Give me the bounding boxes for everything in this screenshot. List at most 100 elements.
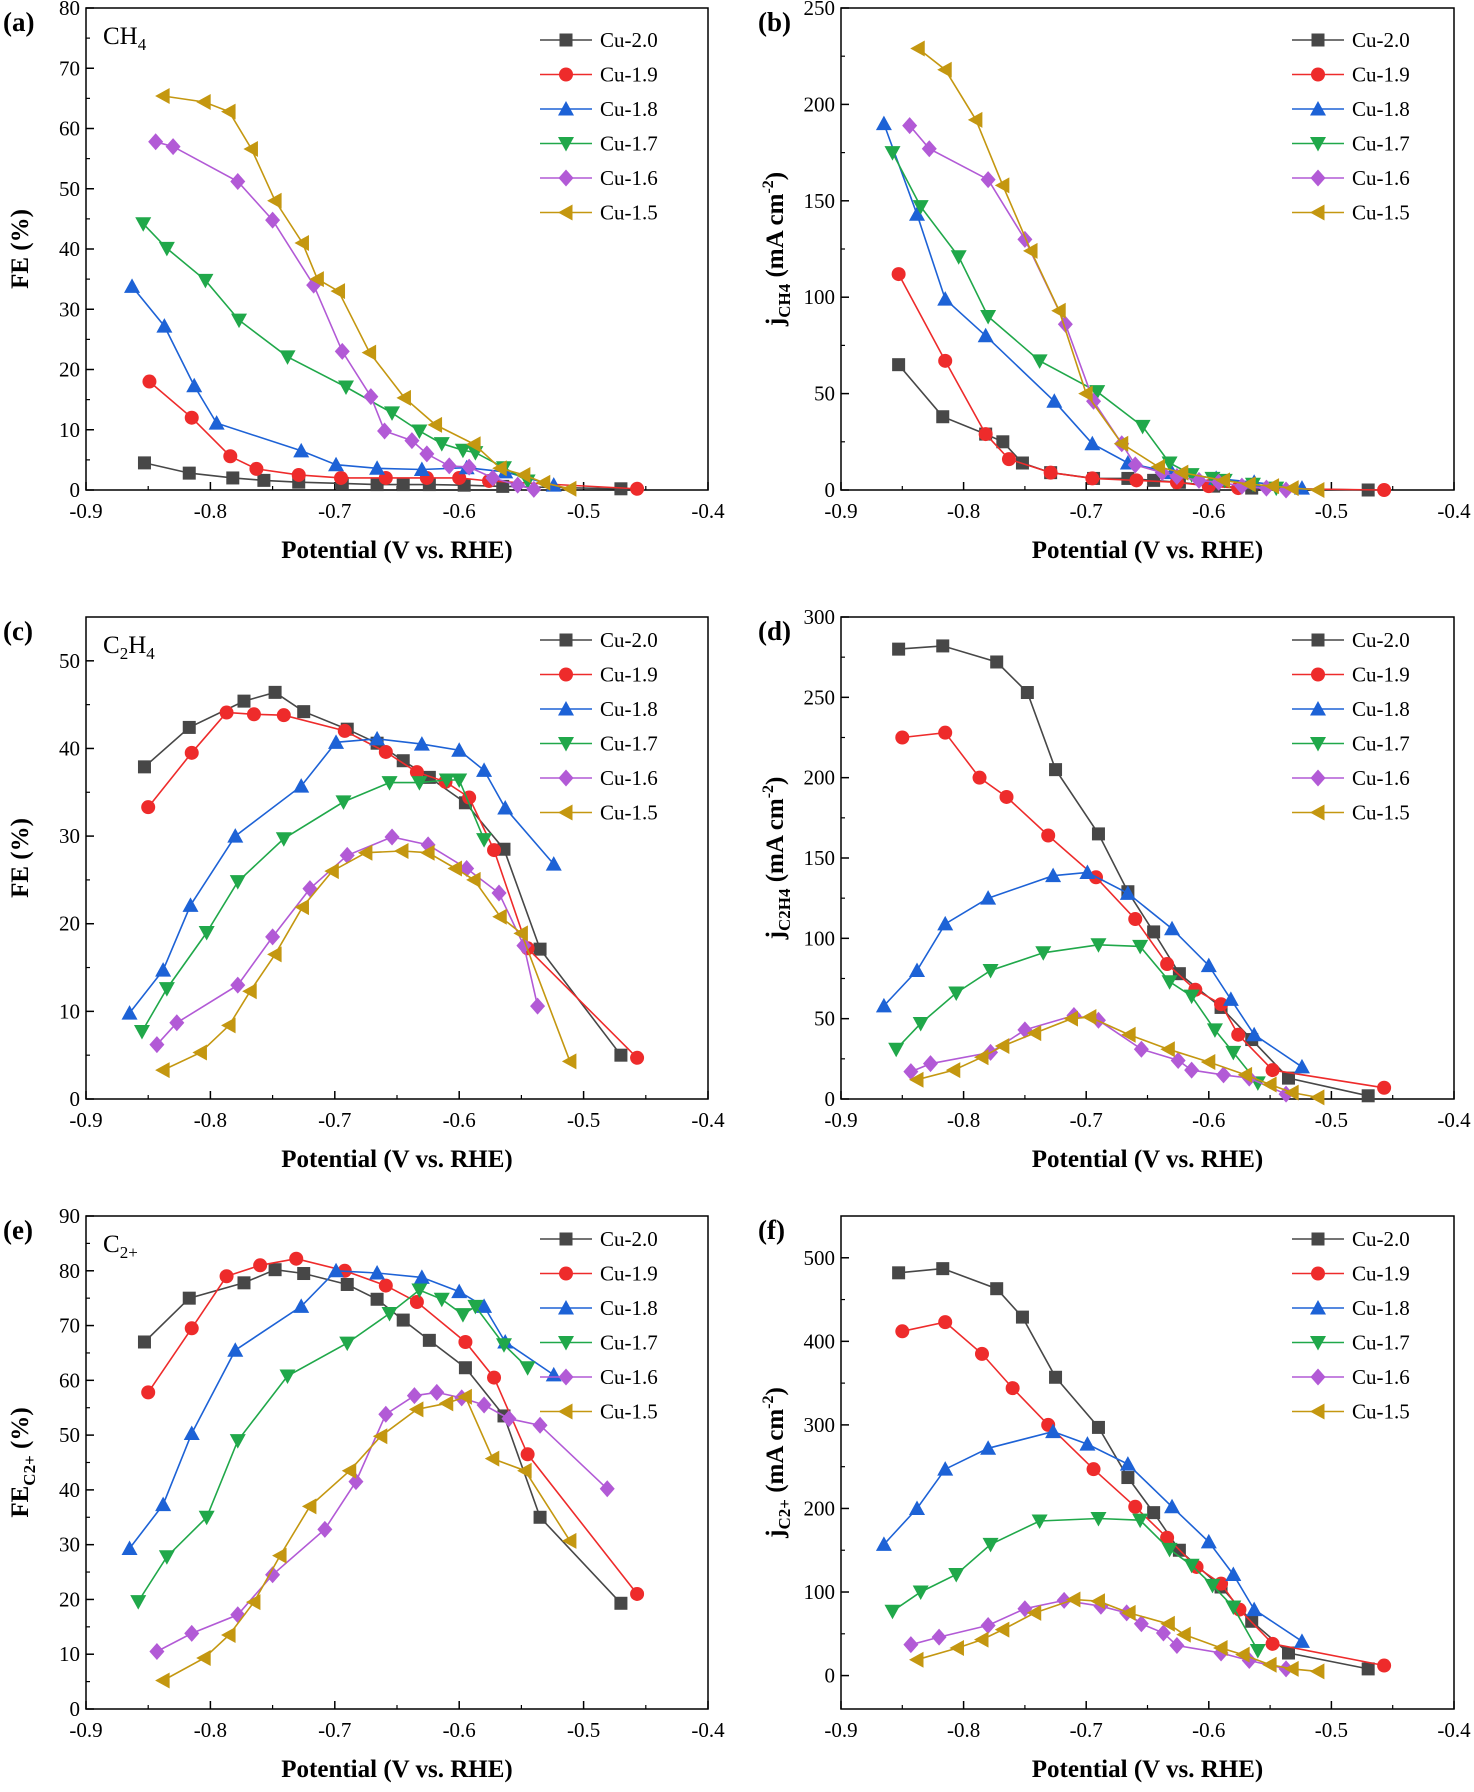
legend-marker xyxy=(559,633,573,647)
data-point xyxy=(996,435,1010,449)
data-point xyxy=(1361,1662,1375,1676)
y-tick-label: 50 xyxy=(59,1423,80,1447)
data-point xyxy=(396,754,410,768)
data-point xyxy=(124,278,141,293)
data-point xyxy=(420,844,435,861)
x-axis-label: Potential (V vs. RHE) xyxy=(281,1146,512,1173)
data-point xyxy=(895,730,910,745)
legend: Cu-2.0 Cu-1.9 Cu-1.8 Cu-1.7 Cu-1.6 Cu-1.5 xyxy=(540,628,658,825)
series-line xyxy=(148,380,638,490)
x-axis-label: Potential (V vs. RHE) xyxy=(281,1756,512,1783)
series-line xyxy=(895,943,1259,1084)
data-point xyxy=(257,473,271,487)
data-point xyxy=(1235,1646,1250,1663)
data-point xyxy=(513,925,528,942)
legend-label: Cu-1.6 xyxy=(600,1365,658,1389)
legend-label: Cu-1.8 xyxy=(600,97,658,121)
data-point xyxy=(977,327,994,343)
data-point xyxy=(1119,1456,1136,1471)
data-point xyxy=(517,1462,532,1479)
series-line xyxy=(902,1321,1385,1667)
data-point xyxy=(892,358,906,372)
legend-marker xyxy=(558,137,574,152)
legend-marker xyxy=(559,1266,573,1281)
data-point xyxy=(226,471,240,485)
data-point xyxy=(330,283,346,300)
data-point xyxy=(973,1049,989,1066)
series-line xyxy=(162,850,571,1071)
data-point xyxy=(1293,1633,1310,1648)
data-point xyxy=(902,117,918,135)
data-point xyxy=(599,1480,615,1498)
legend-item: Cu-1.5 xyxy=(540,1400,658,1424)
data-point xyxy=(1113,435,1129,452)
data-point xyxy=(1204,471,1221,487)
y-tick-label: 0 xyxy=(70,478,81,502)
legend-marker xyxy=(1311,667,1325,682)
legend-label: Cu-1.9 xyxy=(600,663,658,687)
data-point xyxy=(340,1277,354,1291)
legend-item: Cu-1.9 xyxy=(1292,663,1410,687)
y-tick-label: 60 xyxy=(59,1368,80,1392)
data-point xyxy=(1241,476,1256,493)
legend-label: Cu-1.7 xyxy=(600,1331,658,1355)
data-point xyxy=(452,470,467,485)
x-tick-label: -0.8 xyxy=(194,499,227,523)
data-point xyxy=(149,1642,165,1660)
y-label-unit: (mA cm xyxy=(762,798,789,888)
legend-label: Cu-1.8 xyxy=(1352,697,1410,721)
series-Cu-1.5 xyxy=(909,1591,1325,1680)
y-label-close: ) xyxy=(762,1387,789,1395)
data-point xyxy=(910,40,925,57)
legend-marker xyxy=(1310,1336,1326,1351)
data-point xyxy=(1085,471,1100,486)
legend-item: Cu-1.7 xyxy=(540,1331,658,1355)
y-tick-label: 20 xyxy=(59,912,80,936)
data-point xyxy=(1128,1499,1143,1514)
y-axis-label: jC2+ (mA cm-2) xyxy=(760,1387,794,1539)
data-point xyxy=(357,844,373,861)
data-point xyxy=(1147,925,1161,939)
legend-label: Cu-1.8 xyxy=(1352,97,1410,121)
data-point xyxy=(221,1017,236,1034)
legend-item: Cu-1.5 xyxy=(1292,1400,1410,1424)
series-Cu-1.7 xyxy=(130,1283,536,1610)
data-point xyxy=(137,760,151,774)
legend-marker xyxy=(559,67,573,82)
data-point xyxy=(156,318,173,333)
data-point xyxy=(484,1450,500,1467)
legend-label: Cu-1.9 xyxy=(1352,1262,1410,1286)
annotation-text: H xyxy=(128,632,146,659)
y-tick-label: 50 xyxy=(59,649,80,673)
x-tick-label: -0.4 xyxy=(691,1718,725,1742)
data-point xyxy=(378,1278,393,1293)
data-point xyxy=(411,1283,428,1298)
legend-label: Cu-1.7 xyxy=(600,132,658,156)
x-tick-label: -0.7 xyxy=(1070,1108,1103,1132)
data-point xyxy=(361,344,377,361)
data-point xyxy=(1005,1381,1020,1396)
data-point xyxy=(223,449,238,464)
y-tick-label: 200 xyxy=(804,1496,836,1520)
legend-marker xyxy=(558,1368,574,1386)
series-line xyxy=(156,836,539,1046)
data-point xyxy=(1377,483,1392,497)
legend-marker xyxy=(558,204,573,221)
series-line xyxy=(155,141,535,491)
legend-marker xyxy=(558,1300,574,1315)
data-point xyxy=(381,776,398,791)
x-tick-label: -0.9 xyxy=(824,1718,857,1742)
series-Cu-1.7 xyxy=(135,217,536,489)
data-point xyxy=(1293,1058,1310,1074)
data-point xyxy=(476,1396,492,1414)
data-point xyxy=(141,1385,156,1400)
data-point xyxy=(328,734,345,749)
x-tick-label: -0.5 xyxy=(1315,1718,1348,1742)
y-tick-label: 150 xyxy=(804,189,836,213)
data-point xyxy=(903,1636,919,1654)
legend-item: Cu-1.7 xyxy=(1292,132,1410,156)
legend-item: Cu-2.0 xyxy=(1292,28,1410,52)
legend-item: Cu-1.6 xyxy=(540,766,658,790)
data-point xyxy=(230,976,246,994)
x-tick-label: -0.5 xyxy=(1315,1108,1348,1132)
